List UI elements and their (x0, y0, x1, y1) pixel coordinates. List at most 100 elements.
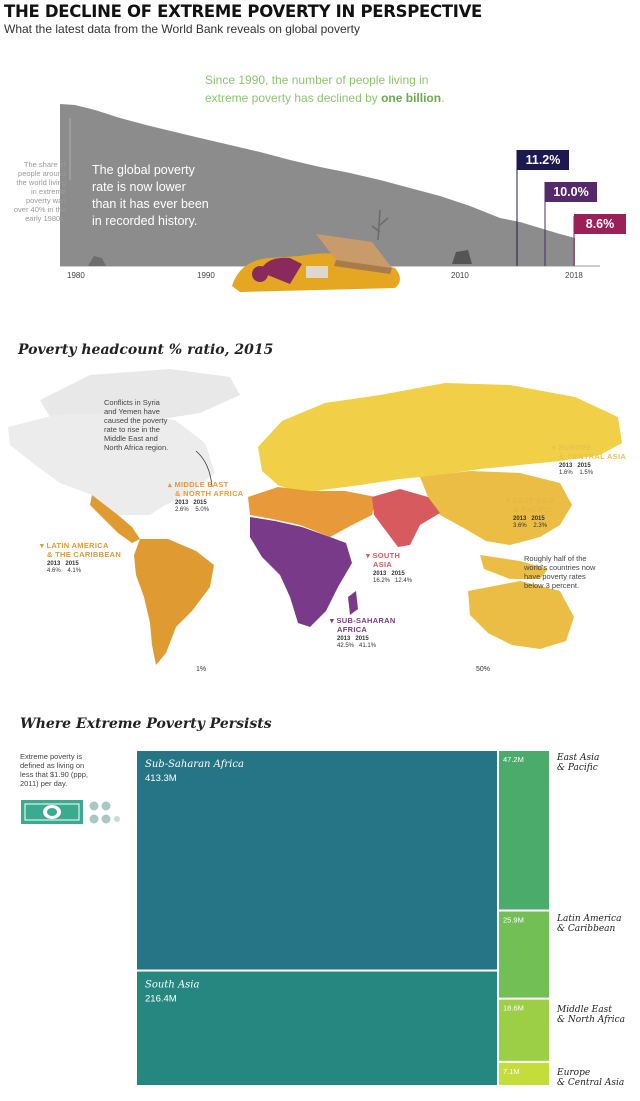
stat-values: 4.6% 4.1% (40, 568, 121, 575)
headline-line-1: Since 1990, the number of people living … (205, 73, 429, 87)
value-2013: 16.2% (373, 578, 391, 584)
definition-line: Extreme poverty is (20, 752, 83, 761)
definition-line: defined as living on (20, 761, 85, 770)
label-latin-america: ▾ LATIN AMERICA & THE CARIBBEAN 2013 201… (40, 541, 121, 575)
side-label-line: & Caribbean (557, 924, 616, 934)
half-note-line: Roughly half of the (524, 554, 587, 563)
side-label-line: Middle East (557, 1005, 612, 1015)
side-note-line: The share of (23, 160, 66, 169)
side-label-latin-america: Latin America & Caribbean (557, 914, 621, 934)
headline-bold: one billion (381, 91, 442, 105)
label-south-asia: ▾ SOUTH ASIA 2013 2015 16.2% 12.4% (366, 551, 412, 585)
side-label-middle-east: Middle East & North Africa (557, 1005, 625, 1025)
side-label-line: & North Africa (557, 1015, 626, 1025)
badge-8-6: 8.6% (574, 214, 626, 234)
year-2015: 2015 (193, 500, 207, 506)
tile-latin-america-caribbean (499, 911, 549, 998)
value-2015: 4.1% (67, 568, 82, 574)
side-note-line: in extreme (30, 187, 66, 196)
stat-values: 3.6% 2.3% (506, 523, 555, 530)
value-2013: 3.6% (513, 523, 527, 529)
year-2015: 2015 (391, 571, 405, 577)
value-2015: 5.0% (195, 507, 210, 513)
stat-years: 2013 2015 (366, 571, 412, 578)
year-2013: 2013 (337, 636, 351, 642)
region-name-line: SUB-SAHARAN (336, 616, 396, 625)
definition-line: less that $1.90 (ppp, (20, 770, 88, 779)
conflict-note-line: Middle East and (104, 434, 158, 443)
stone-right (452, 250, 472, 264)
side-label-line: Latin America (557, 914, 622, 924)
tile-value-europe-central-asia: 7.1M (503, 1067, 520, 1076)
badge-10-0: 10.0% (545, 182, 597, 202)
x-tick-2018: 2018 (565, 271, 583, 280)
region-latin-america (134, 539, 214, 665)
overlay-line: than it has ever been (92, 197, 209, 211)
x-tick-2010: 2010 (451, 271, 469, 280)
conflict-note-line: North Africa region. (104, 443, 169, 452)
tile-label-sub-saharan-africa: Sub-Saharan Africa (145, 759, 244, 770)
stat-values: 2.6% 5.0% (168, 507, 244, 514)
value-2015: 12.4% (395, 578, 413, 584)
tile-value-middle-east-north-africa: 18.6M (503, 1004, 524, 1013)
conflict-note-pointer (195, 450, 213, 488)
scale-min-label: 1% (196, 666, 207, 673)
side-label-east-asia: East Asia & Pacific (557, 753, 599, 773)
side-note: The share of people around the world liv… (4, 160, 66, 223)
half-note-line: below 3 percent. (524, 581, 580, 590)
plant-icon (371, 209, 389, 241)
headline-end: . (441, 91, 445, 105)
region-central-america (90, 495, 140, 543)
conflict-note-line: caused the poverty (104, 416, 168, 425)
conflict-note-line: and Yemen have (104, 407, 160, 416)
label-europe-central-asia: ▾ EUROPE & CENTRAL ASIA 2013 2015 1.6% 1… (552, 443, 626, 477)
area-overlay-text: The global poverty rate is now lower tha… (92, 162, 209, 230)
year-2013: 2013 (559, 463, 573, 469)
region-south-asia (372, 489, 440, 547)
x-tick-1980: 1980 (67, 271, 85, 280)
region-australia (468, 581, 574, 649)
sleeping-person-illustration (232, 234, 400, 292)
side-note-line: over 40% in the (13, 205, 66, 214)
region-name: ▾ SUB-SAHARAN (330, 616, 396, 625)
badge-11-2: 11.2% (517, 150, 569, 170)
label-east-asia-pacific: ▾ EAST ASIA & PACIFIC 2013 2015 3.6% 2.3… (506, 496, 555, 530)
region-madagascar (348, 591, 358, 615)
dollar-bill-icon (21, 800, 120, 824)
year-2015: 2015 (577, 463, 591, 469)
stat-values: 16.2% 12.4% (366, 578, 412, 585)
year-2013: 2013 (175, 500, 189, 506)
region-name-line: LATIN AMERICA (46, 541, 109, 550)
tile-south-asia (137, 971, 497, 1085)
stat-years: 2013 2015 (552, 463, 626, 470)
conflict-note-line: rate to rise in the (104, 425, 160, 434)
tile-europe-central-asia (499, 1062, 549, 1085)
main-title: THE DECLINE OF EXTREME POVERTY IN PERSPE… (4, 2, 483, 21)
overlay-line: rate is now lower (92, 180, 186, 194)
half-note-line: world's countries now (524, 563, 596, 572)
region-indonesia (480, 555, 548, 579)
region-name-line: & THE CARIBBEAN (47, 550, 122, 559)
overlay-line: in recorded history. (92, 214, 198, 228)
tile-value-south-asia: 216.4M (145, 994, 177, 1005)
side-note-line: the world living (16, 178, 66, 187)
poverty-area (60, 104, 575, 266)
tile-east-asia-pacific (499, 751, 549, 910)
north-america-grey (40, 369, 240, 425)
area-chart (60, 104, 600, 292)
value-2013: 2.6% (175, 507, 189, 513)
side-label-line: & Central Asia (557, 1078, 625, 1088)
side-note-line: people around (18, 169, 66, 178)
region-name: ▾ EUROPE (552, 443, 592, 452)
world-map (8, 369, 622, 665)
definition-line: 2011) per day. (20, 779, 68, 788)
region-mena (248, 487, 376, 537)
region-name: ▾ SOUTH (366, 551, 401, 560)
region-name-line: AFRICA (337, 625, 368, 634)
treemap: Sub-Saharan Africa 413.3M South Asia 216.4M… (137, 751, 549, 1085)
region-europe-central-asia (258, 383, 622, 493)
conflict-note-line: Conflicts in Syria (104, 398, 160, 407)
region-name-line: & NORTH AFRICA (175, 489, 244, 498)
stat-years: 2013 2015 (506, 516, 555, 523)
value-2015: 1.5% (579, 470, 594, 476)
